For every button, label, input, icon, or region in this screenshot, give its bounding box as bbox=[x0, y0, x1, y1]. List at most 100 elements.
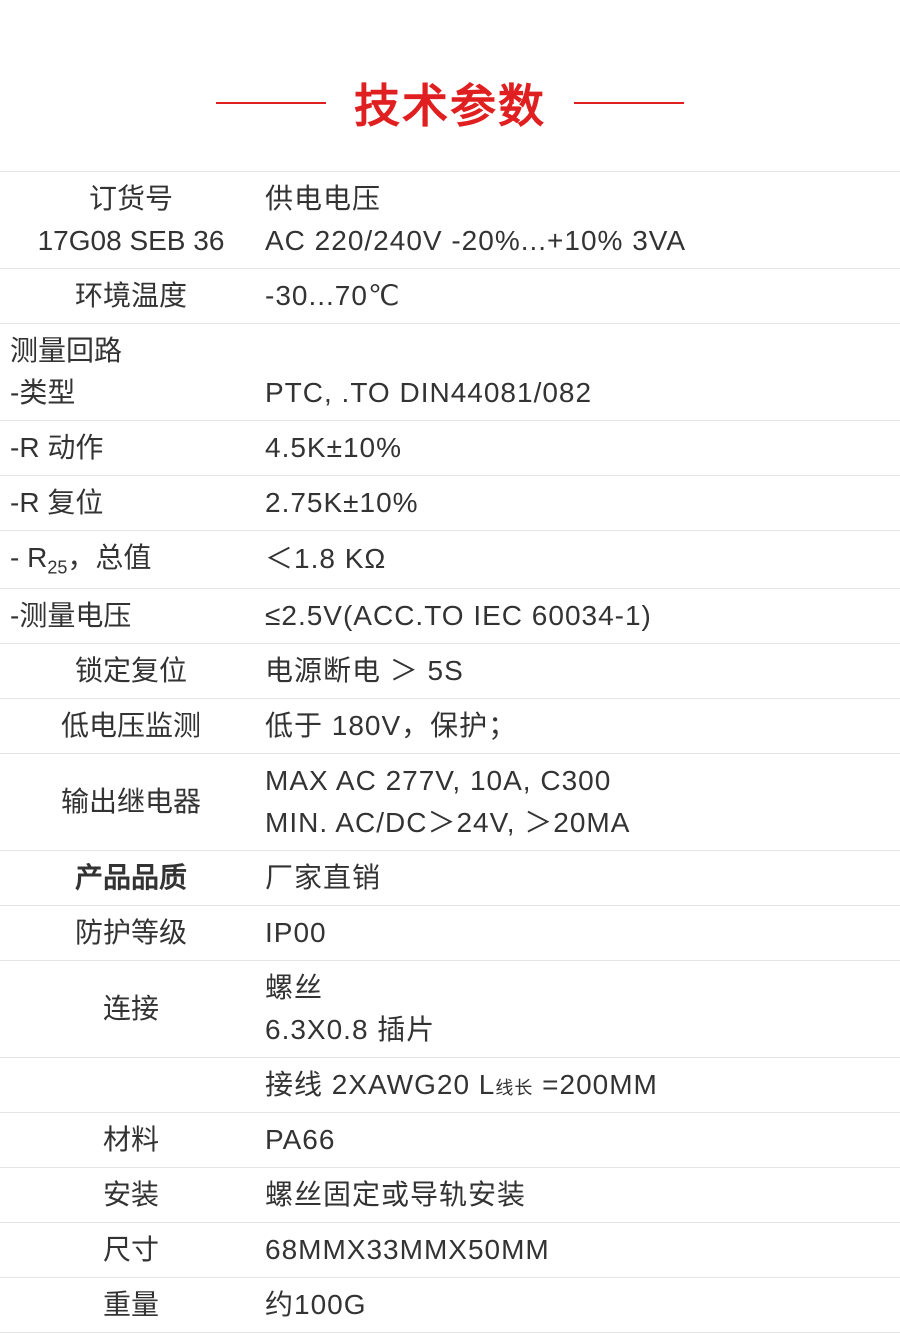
spec-value: -30...70℃ bbox=[250, 269, 900, 323]
spec-label: 环境温度 bbox=[0, 269, 250, 323]
table-row: 重量约100G bbox=[0, 1278, 900, 1333]
table-row: 连接螺丝6.3X0.8 插片 bbox=[0, 961, 900, 1058]
spec-value-line: 螺丝固定或导轨安装 bbox=[265, 1174, 892, 1216]
spec-label: 连接 bbox=[0, 961, 250, 1057]
spec-label-line: 17G08 SEB 36 bbox=[20, 220, 242, 262]
spec-value-line: 接线 2XAWG20 L线长 =200MM bbox=[265, 1064, 892, 1106]
spec-value: PTC, .TO DIN44081/082 bbox=[250, 324, 900, 420]
spec-label-line: 重量 bbox=[20, 1284, 242, 1326]
spec-value-line: -30...70℃ bbox=[265, 275, 892, 317]
table-row: -R 复位 2.75K±10% bbox=[0, 476, 900, 531]
spec-label-line: -类型 bbox=[10, 372, 242, 414]
spec-label: -测量电压 bbox=[0, 589, 250, 643]
spec-value: MAX AC 277V, 10A, C300MIN. AC/DC＞24V, ＞2… bbox=[250, 754, 900, 850]
spec-label-line: 环境温度 bbox=[20, 275, 242, 317]
spec-label-line: 输出继电器 bbox=[20, 781, 242, 823]
spec-label: 防护等级 bbox=[0, 906, 250, 960]
table-row: 安装螺丝固定或导轨安装 bbox=[0, 1168, 900, 1223]
spec-value-line: 低于 180V，保护； bbox=[265, 705, 892, 747]
spec-value-line: PA66 bbox=[265, 1119, 892, 1161]
header-title: 技术参数 bbox=[326, 70, 574, 136]
spec-label: 测量回路-类型 bbox=[0, 324, 250, 420]
spec-value: IP00 bbox=[250, 906, 900, 960]
table-row: 输出继电器MAX AC 277V, 10A, C300MIN. AC/DC＞24… bbox=[0, 754, 900, 851]
spec-value-line: 约100G bbox=[265, 1284, 892, 1326]
spec-value: 螺丝固定或导轨安装 bbox=[250, 1168, 900, 1222]
spec-label bbox=[0, 1058, 250, 1112]
table-row: - R25，总值 ＜1.8 KΩ bbox=[0, 531, 900, 589]
spec-value: 2.75K±10% bbox=[250, 476, 900, 530]
spec-value: 螺丝6.3X0.8 插片 bbox=[250, 961, 900, 1057]
table-row: -R 动作 4.5K±10% bbox=[0, 421, 900, 476]
spec-label-line: 材料 bbox=[20, 1119, 242, 1161]
spec-value: PA66 bbox=[250, 1113, 900, 1167]
spec-value-line: MIN. AC/DC＞24V, ＞20MA bbox=[265, 802, 892, 844]
spec-value-line: 螺丝 bbox=[265, 967, 892, 1009]
spec-label: 产品品质 bbox=[0, 851, 250, 905]
spec-value-line: 2.75K±10% bbox=[265, 482, 892, 524]
spec-label-line: 防护等级 bbox=[20, 912, 242, 954]
spec-label: 锁定复位 bbox=[0, 644, 250, 698]
spec-label: 输出继电器 bbox=[0, 754, 250, 850]
table-row: 防护等级 IP00 bbox=[0, 906, 900, 961]
spec-label-line bbox=[20, 1064, 242, 1106]
spec-value-line: 厂家直销 bbox=[265, 857, 892, 899]
spec-label-line: 测量回路 bbox=[10, 330, 242, 372]
spec-value-line: 4.5K±10% bbox=[265, 427, 892, 469]
header: 技术参数 bbox=[0, 0, 900, 171]
spec-value-line: 电源断电 ＞ 5S bbox=[265, 650, 892, 692]
spec-label-line: 安装 bbox=[20, 1174, 242, 1216]
table-row: 接线 2XAWG20 L线长 =200MM bbox=[0, 1058, 900, 1113]
spec-label: 尺寸 bbox=[0, 1223, 250, 1277]
spec-value: ≤2.5V(ACC.TO IEC 60034-1) bbox=[250, 589, 900, 643]
spec-value: 68MMX33MMX50MM bbox=[250, 1223, 900, 1277]
spec-label: 低电压监测 bbox=[0, 699, 250, 753]
spec-label: 安装 bbox=[0, 1168, 250, 1222]
spec-label-line: 连接 bbox=[20, 988, 242, 1030]
table-row: 环境温度 -30...70℃ bbox=[0, 269, 900, 324]
spec-label-line: -R 复位 bbox=[10, 482, 242, 524]
spec-label: - R25，总值 bbox=[0, 531, 250, 588]
spec-value: ＜1.8 KΩ bbox=[250, 531, 900, 588]
spec-label: -R 复位 bbox=[0, 476, 250, 530]
spec-label-line: 低电压监测 bbox=[20, 705, 242, 747]
spec-value-line: 6.3X0.8 插片 bbox=[265, 1009, 892, 1051]
spec-label: 材料 bbox=[0, 1113, 250, 1167]
table-row: 测量回路-类型 PTC, .TO DIN44081/082 bbox=[0, 324, 900, 421]
spec-label-line: - R25，总值 bbox=[10, 537, 242, 582]
spec-value: 低于 180V，保护； bbox=[250, 699, 900, 753]
table-row: 低电压监测低于 180V，保护； bbox=[0, 699, 900, 754]
spec-value-line: ＜1.8 KΩ bbox=[265, 538, 892, 580]
table-row: -测量电压 ≤2.5V(ACC.TO IEC 60034-1) bbox=[0, 589, 900, 644]
spec-value-line: ≤2.5V(ACC.TO IEC 60034-1) bbox=[265, 595, 892, 637]
spec-value: 电源断电 ＞ 5S bbox=[250, 644, 900, 698]
table-row: 订货号17G08 SEB 36供电电压AC 220/240V -20%...+1… bbox=[0, 171, 900, 269]
spec-label-line: 产品品质 bbox=[20, 857, 242, 899]
spec-value: 接线 2XAWG20 L线长 =200MM bbox=[250, 1058, 900, 1112]
table-row: 锁定复位电源断电 ＞ 5S bbox=[0, 644, 900, 699]
spec-label: 重量 bbox=[0, 1278, 250, 1332]
table-row: 尺寸 68MMX33MMX50MM bbox=[0, 1223, 900, 1278]
table-row: 材料 PA66 bbox=[0, 1113, 900, 1168]
spec-value-line bbox=[265, 330, 892, 372]
header-line-left bbox=[216, 102, 326, 104]
spec-table: 订货号17G08 SEB 36供电电压AC 220/240V -20%...+1… bbox=[0, 171, 900, 1333]
spec-label-line: -R 动作 bbox=[10, 427, 242, 469]
header-line-right bbox=[574, 102, 684, 104]
spec-label: -R 动作 bbox=[0, 421, 250, 475]
table-row: 产品品质厂家直销 bbox=[0, 851, 900, 906]
spec-value: 供电电压AC 220/240V -20%...+10% 3VA bbox=[250, 172, 900, 268]
spec-value-line: 68MMX33MMX50MM bbox=[265, 1229, 892, 1271]
spec-label-line: 锁定复位 bbox=[20, 650, 242, 692]
spec-value: 4.5K±10% bbox=[250, 421, 900, 475]
spec-label-line: 订货号 bbox=[20, 178, 242, 220]
spec-label-line: -测量电压 bbox=[10, 595, 242, 637]
spec-value-line: PTC, .TO DIN44081/082 bbox=[265, 372, 892, 414]
spec-label-line: 尺寸 bbox=[20, 1229, 242, 1271]
spec-value-line: IP00 bbox=[265, 912, 892, 954]
spec-value: 约100G bbox=[250, 1278, 900, 1332]
spec-label: 订货号17G08 SEB 36 bbox=[0, 172, 250, 268]
spec-value: 厂家直销 bbox=[250, 851, 900, 905]
spec-value-line: 供电电压 bbox=[265, 178, 892, 220]
spec-value-line: AC 220/240V -20%...+10% 3VA bbox=[265, 220, 892, 262]
